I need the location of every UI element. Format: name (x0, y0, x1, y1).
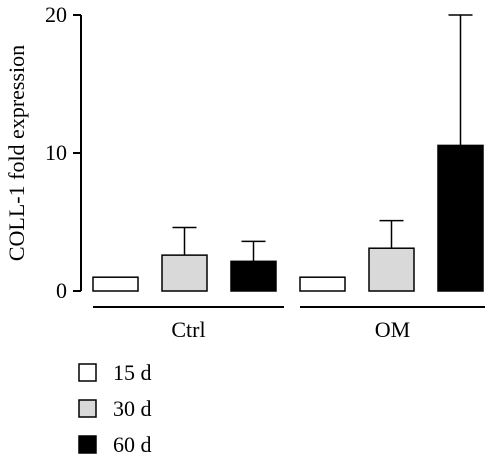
legend-label: 30 d (113, 396, 152, 421)
legend-swatch (78, 399, 97, 418)
group-label: OM (375, 317, 410, 342)
y-tick-label: 0 (56, 278, 67, 303)
legend-swatch (78, 435, 97, 454)
bar-om-30d (368, 247, 415, 292)
bar-ctrl-15d (92, 276, 139, 292)
y-tick-label: 20 (45, 2, 67, 27)
legend-label: 15 d (113, 360, 152, 385)
bar-ctrl-60d (230, 260, 277, 292)
group-label: Ctrl (171, 317, 205, 342)
bar-om-60d (437, 144, 484, 292)
bar-ctrl-30d (161, 254, 208, 292)
legend-swatch (78, 363, 97, 382)
bar-om-15d (299, 276, 346, 292)
legend-label: 60 d (113, 432, 152, 455)
y-tick-label: 10 (45, 140, 67, 165)
y-axis-label: COLL-1 fold expression (4, 45, 29, 261)
